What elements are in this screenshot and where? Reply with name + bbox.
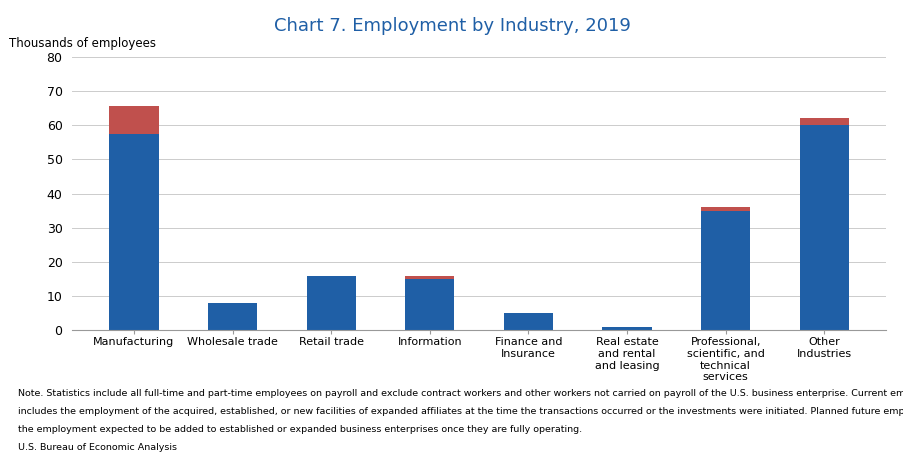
Bar [109,134,158,330]
Text: Thousands of employees: Thousands of employees [9,36,156,50]
Bar [405,279,454,330]
Text: the employment expected to be added to established or expanded business enterpri: the employment expected to be added to e… [18,425,582,434]
Text: U.S. Bureau of Economic Analysis: U.S. Bureau of Economic Analysis [18,443,177,452]
Text: Chart 7. Employment by Industry, 2019: Chart 7. Employment by Industry, 2019 [274,17,629,34]
Text: includes the employment of the acquired, established, or new facilities of expan: includes the employment of the acquired,… [18,407,903,416]
Bar [799,118,848,125]
Bar [700,207,749,211]
Bar [208,303,257,330]
Text: Note. Statistics include all full-time and part-time employees on payroll and ex: Note. Statistics include all full-time a… [18,389,903,398]
Bar [405,276,454,279]
Bar [700,211,749,330]
Bar [306,276,356,330]
Bar [503,313,553,330]
Bar [799,125,848,330]
Bar [109,106,158,134]
Bar [601,327,651,330]
